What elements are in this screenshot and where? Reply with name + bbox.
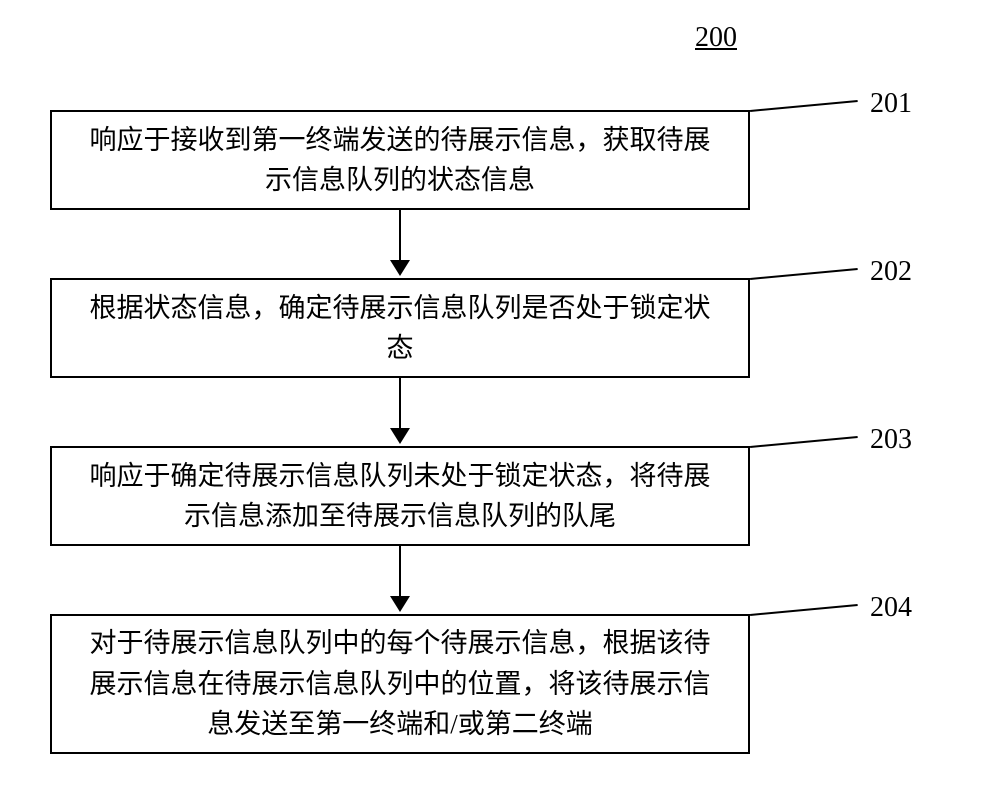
diagram-title: 200 [695, 22, 737, 54]
flow-arrow [390, 210, 410, 276]
step-label-202: 202 [870, 256, 912, 288]
arrow-head-icon [390, 428, 410, 444]
step-label-201: 201 [870, 88, 912, 120]
leader-line [750, 604, 858, 616]
arrow-head-icon [390, 260, 410, 276]
flow-step-201: 响应于接收到第一终端发送的待展示信息，获取待展 示信息队列的状态信息 [50, 110, 750, 210]
flow-step-text: 响应于接收到第一终端发送的待展示信息，获取待展 示信息队列的状态信息 [90, 120, 711, 201]
leader-line [750, 100, 858, 112]
flow-arrow [390, 378, 410, 444]
arrow-shaft [399, 378, 401, 428]
flow-step-text: 响应于确定待展示信息队列未处于锁定状态，将待展 示信息添加至待展示信息队列的队尾 [90, 456, 711, 537]
step-label-204: 204 [870, 592, 912, 624]
step-label-203: 203 [870, 424, 912, 456]
flow-step-203: 响应于确定待展示信息队列未处于锁定状态，将待展 示信息添加至待展示信息队列的队尾 [50, 446, 750, 546]
arrow-shaft [399, 210, 401, 260]
flow-step-202: 根据状态信息，确定待展示信息队列是否处于锁定状 态 [50, 278, 750, 378]
flow-step-text: 根据状态信息，确定待展示信息队列是否处于锁定状 态 [90, 288, 711, 369]
flow-arrow [390, 546, 410, 612]
arrow-shaft [399, 546, 401, 596]
arrow-head-icon [390, 596, 410, 612]
flow-step-text: 对于待展示信息队列中的每个待展示信息，根据该待 展示信息在待展示信息队列中的位置… [90, 623, 711, 745]
leader-line [750, 268, 858, 280]
flow-step-204: 对于待展示信息队列中的每个待展示信息，根据该待 展示信息在待展示信息队列中的位置… [50, 614, 750, 754]
leader-line [750, 436, 858, 448]
